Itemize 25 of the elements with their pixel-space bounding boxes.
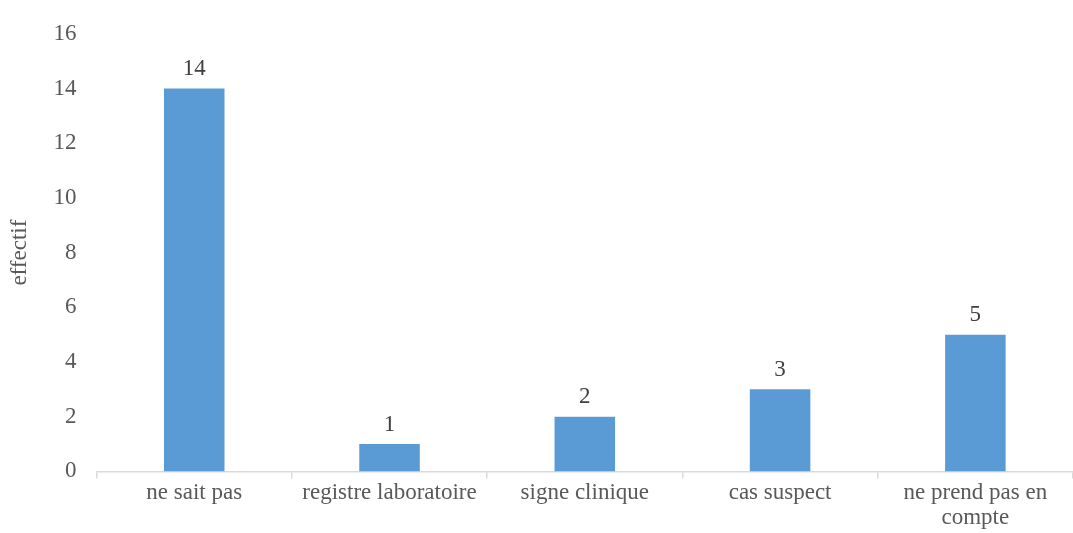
x-tick-label: ne prend pas en compte	[903, 479, 1048, 530]
bar	[163, 88, 225, 472]
y-tick-label: 16	[53, 19, 77, 45]
x-tick-label: registre laboratoire	[302, 479, 477, 505]
bar	[359, 444, 420, 472]
bar	[554, 416, 616, 472]
data-label: 3	[774, 355, 786, 381]
y-tick-label: 0	[65, 457, 77, 483]
y-tick-label: 4	[65, 348, 78, 374]
x-tick-label: cas suspect	[728, 479, 833, 505]
bar	[945, 334, 1006, 472]
bar	[749, 389, 811, 472]
y-tick-label: 8	[65, 238, 77, 264]
y-tick-label: 2	[65, 402, 77, 428]
data-label: 1	[383, 410, 396, 436]
y-tick-label: 10	[53, 183, 77, 209]
data-label: 2	[579, 383, 591, 409]
data-label: 14	[182, 55, 207, 81]
y-tick-label: 12	[53, 129, 77, 155]
data-label: 5	[969, 301, 982, 327]
y-axis-title: effectif	[5, 219, 31, 286]
x-tick-label: ne sait pas	[146, 479, 243, 505]
x-tick-label: signe clinique	[520, 479, 649, 505]
y-tick-label: 6	[65, 293, 77, 319]
y-tick-label: 14	[53, 74, 78, 100]
